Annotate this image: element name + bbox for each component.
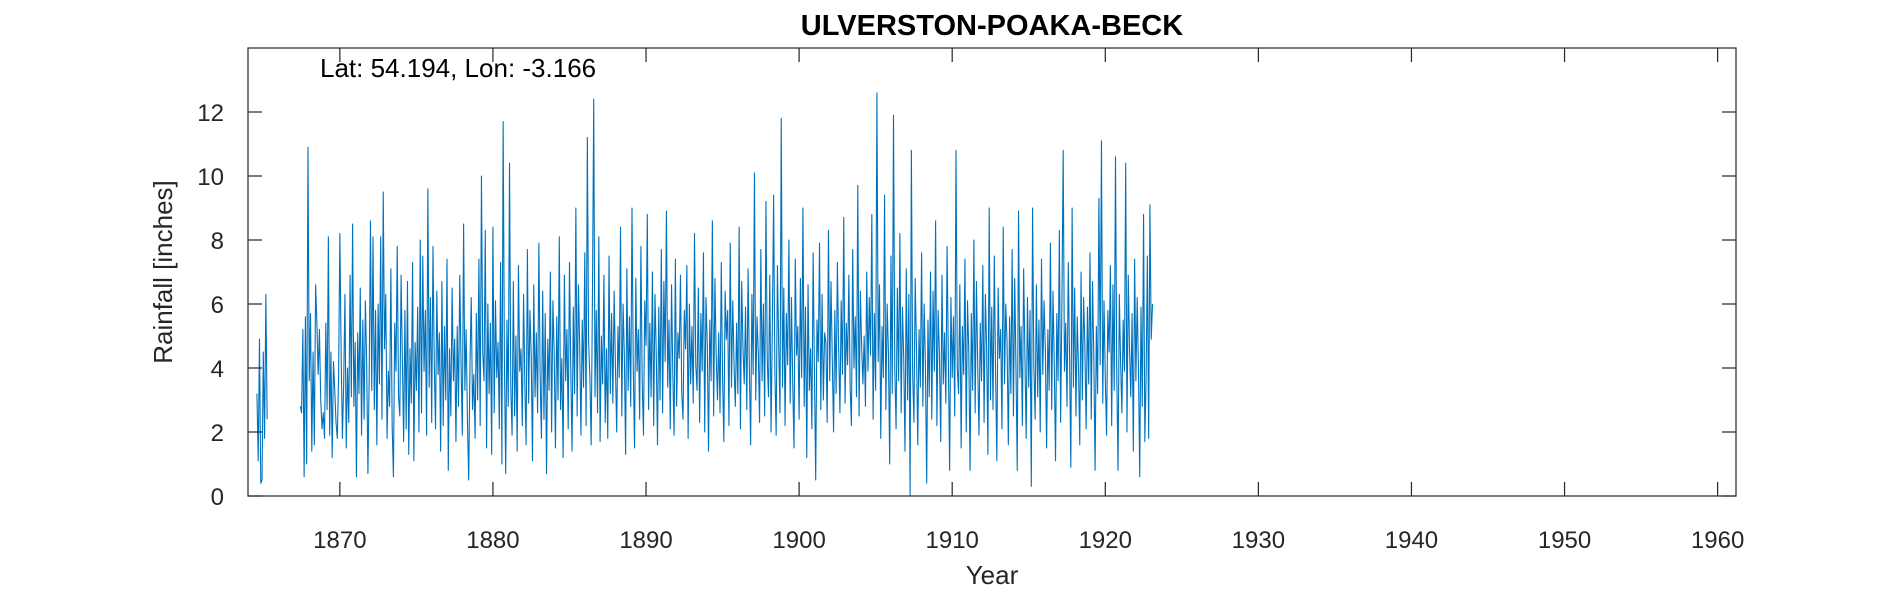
x-tick-label: 1880 [466,527,519,554]
axes-box [247,47,1737,497]
x-tick-label: 1870 [313,527,366,554]
ticks-layer: 1870 1880 1890 1900 1910 1920 1930 1940 1950 1960… [197,48,1744,554]
x-tick-label: 1890 [619,527,672,554]
data-layer [256,92,1154,497]
x-tick-label: 1960 [1691,527,1744,554]
x-tick-label: 1920 [1079,527,1132,554]
x-tick-label: 1930 [1232,527,1285,554]
y-tick-label: 8 [211,228,224,255]
x-tick-label: 1940 [1385,527,1438,554]
x-tick-label: 1950 [1538,527,1591,554]
x-axis-label: Year [966,560,1019,590]
y-axis-label: Rainfall [inches] [148,180,178,364]
y-tick-label: 10 [197,164,224,191]
rainfall-series-line [256,293,268,484]
plot-area [248,48,1736,496]
y-tick-label: 6 [211,292,224,319]
chart-title: ULVERSTON-POAKA-BECK [801,10,1183,42]
coordinates-annotation: Lat: 54.194, Lon: -3.166 [320,53,596,83]
rainfall-series-line [299,92,1154,497]
x-tick-label: 1900 [772,527,825,554]
y-tick-label: 0 [211,484,224,511]
y-tick-label: 12 [197,100,224,127]
x-tick-label: 1910 [926,527,979,554]
y-tick-label: 4 [211,356,224,383]
y-tick-label: 2 [211,420,224,447]
